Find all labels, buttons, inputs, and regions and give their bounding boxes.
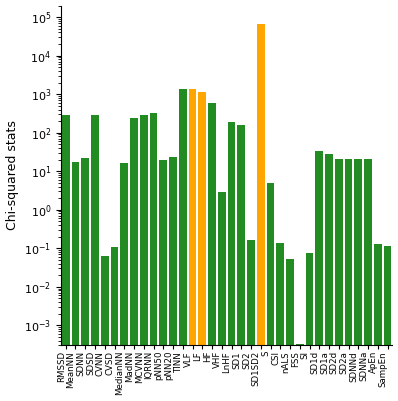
Bar: [150, 113, 158, 401]
Bar: [140, 115, 148, 401]
Bar: [62, 115, 70, 401]
Bar: [169, 157, 177, 401]
Bar: [384, 246, 392, 401]
Bar: [91, 115, 99, 401]
Bar: [296, 344, 304, 401]
Bar: [208, 103, 216, 401]
Bar: [228, 122, 236, 401]
Bar: [315, 151, 323, 401]
Bar: [335, 159, 343, 401]
Bar: [111, 247, 119, 401]
Bar: [101, 256, 109, 401]
Bar: [345, 159, 353, 401]
Bar: [354, 159, 362, 401]
Bar: [218, 192, 226, 401]
Bar: [198, 92, 206, 401]
Bar: [325, 154, 333, 401]
Bar: [130, 118, 138, 401]
Bar: [364, 159, 372, 401]
Bar: [257, 24, 265, 401]
Bar: [374, 245, 382, 401]
Bar: [247, 240, 255, 401]
Bar: [306, 253, 314, 401]
Bar: [267, 183, 275, 401]
Bar: [159, 160, 167, 401]
Bar: [276, 243, 284, 401]
Bar: [120, 163, 128, 401]
Y-axis label: Chi-squared stats: Chi-squared stats: [6, 121, 19, 231]
Bar: [179, 89, 187, 401]
Bar: [72, 162, 79, 401]
Bar: [81, 158, 89, 401]
Bar: [286, 259, 294, 401]
Bar: [237, 125, 245, 401]
Bar: [189, 89, 197, 401]
